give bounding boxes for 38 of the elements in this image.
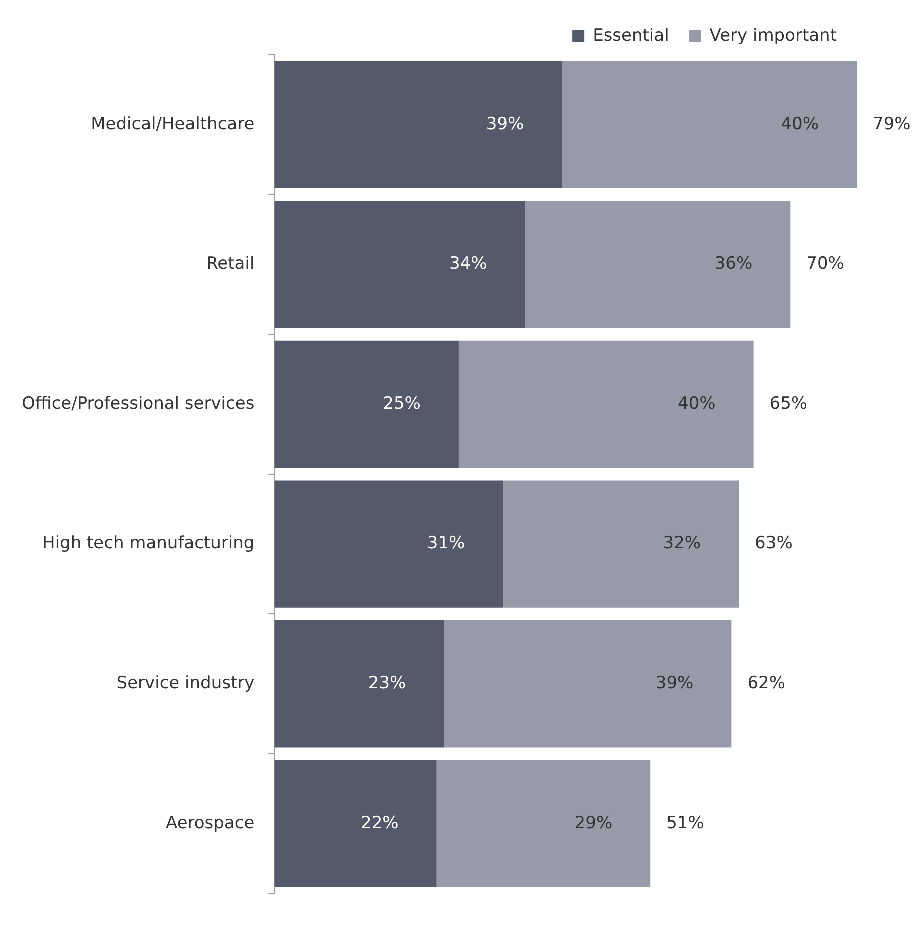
data-label: 23% bbox=[368, 674, 406, 694]
bar bbox=[444, 620, 732, 748]
data-label: 31% bbox=[427, 534, 466, 554]
bar bbox=[503, 480, 740, 608]
y-tick-label: Medical/Healthcare bbox=[91, 114, 255, 134]
data-label: 22% bbox=[361, 813, 399, 834]
bar bbox=[436, 760, 651, 888]
legend-label: Essential bbox=[593, 26, 670, 46]
total-label: 65% bbox=[770, 394, 808, 414]
legend-label: Very important bbox=[710, 26, 838, 46]
data-label: 40% bbox=[781, 114, 819, 134]
total-label: 62% bbox=[748, 674, 786, 694]
data-label: 32% bbox=[663, 534, 702, 554]
bar bbox=[274, 760, 437, 888]
y-tick-label: Office/Professional services bbox=[22, 394, 255, 414]
data-label: 25% bbox=[383, 394, 421, 414]
bar bbox=[562, 61, 857, 189]
bar bbox=[274, 480, 504, 608]
bar bbox=[274, 340, 459, 468]
y-tick-label: Retail bbox=[206, 254, 255, 274]
bar bbox=[274, 201, 526, 328]
data-label: 39% bbox=[486, 114, 524, 134]
data-label: 29% bbox=[574, 813, 613, 834]
bar bbox=[525, 201, 791, 328]
data-label: 36% bbox=[714, 254, 753, 274]
bar bbox=[274, 61, 562, 189]
total-label: 70% bbox=[806, 254, 844, 274]
data-label: 34% bbox=[449, 254, 488, 274]
total-label: 51% bbox=[666, 813, 704, 834]
data-label: 39% bbox=[656, 674, 694, 694]
y-tick-label: Service industry bbox=[116, 674, 255, 694]
bar bbox=[458, 340, 754, 468]
y-tick-label: Aerospace bbox=[166, 813, 255, 834]
total-label: 79% bbox=[873, 114, 911, 134]
total-label: 63% bbox=[755, 534, 793, 554]
bar bbox=[274, 620, 444, 748]
data-label: 40% bbox=[678, 394, 716, 414]
y-tick-label: High tech manufacturing bbox=[42, 534, 255, 554]
